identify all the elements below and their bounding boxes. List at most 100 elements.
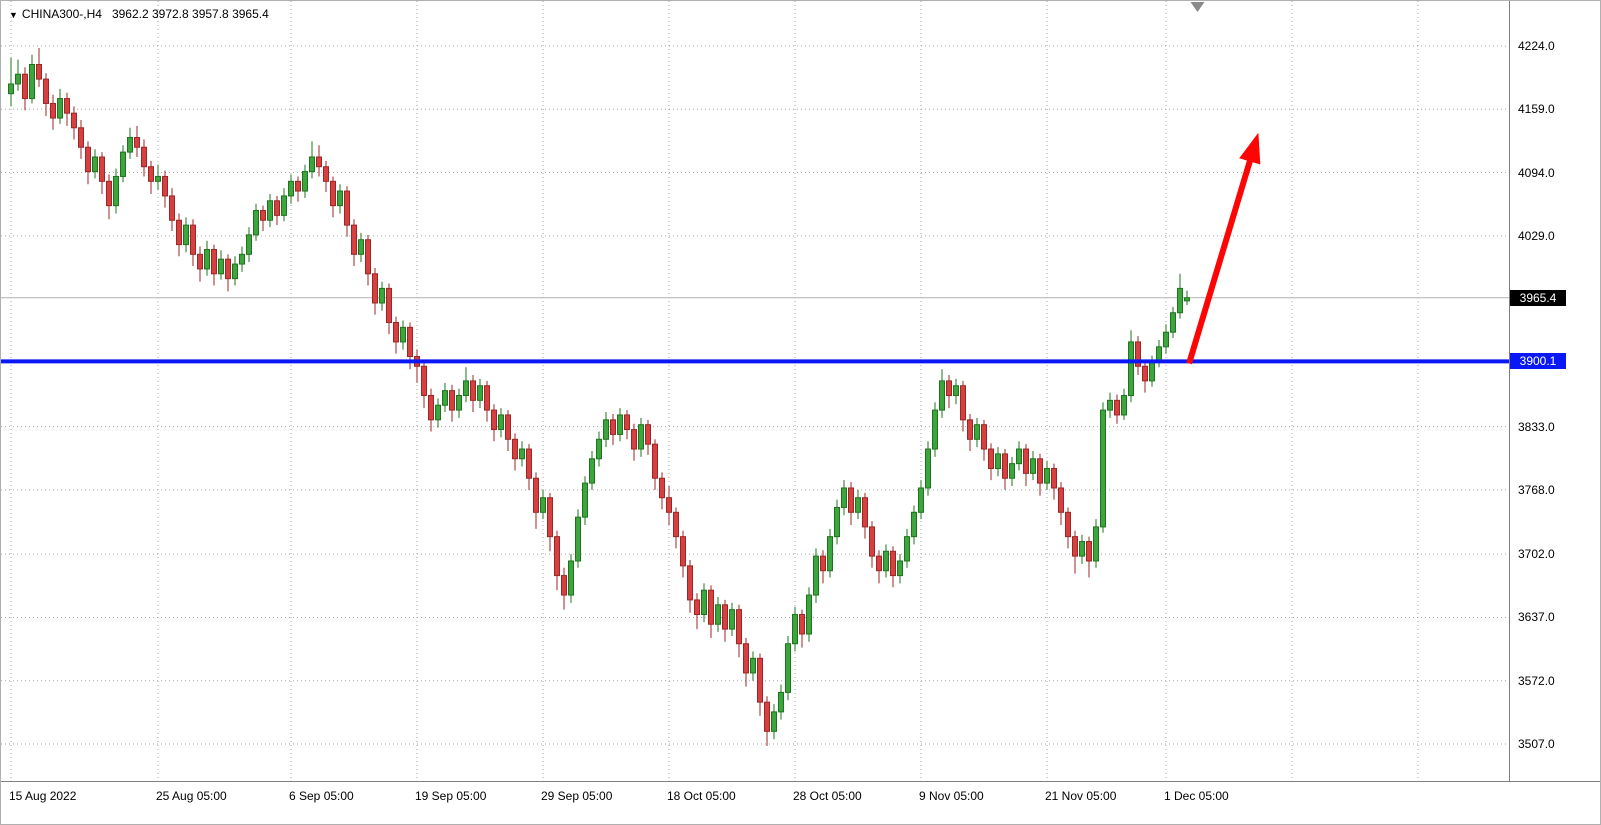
candle: [155, 175, 161, 182]
candle: [624, 414, 630, 431]
candle: [169, 195, 175, 221]
candle: [855, 497, 861, 513]
candle: [197, 253, 203, 270]
candle: [533, 477, 539, 513]
y-axis-label: 4094.0: [1518, 165, 1555, 180]
candle: [1100, 409, 1106, 528]
candle: [29, 63, 35, 100]
candle: [617, 414, 623, 435]
candle: [239, 253, 245, 265]
candle: [995, 453, 1001, 469]
candle: [799, 614, 805, 635]
candle: [246, 234, 252, 255]
candle: [883, 550, 889, 572]
candle: [1170, 312, 1176, 333]
candle: [344, 190, 350, 226]
candle: [659, 477, 665, 499]
candle: [183, 224, 189, 246]
candle: [1093, 526, 1099, 562]
price-axis[interactable]: 3965.4 3900.1 4224.0 4159.0 4094.0 4029.0 38…: [1510, 1, 1600, 781]
candle: [953, 385, 959, 396]
candle: [456, 394, 462, 411]
chart-shift-marker-icon: [1190, 2, 1205, 12]
candle: [267, 200, 273, 221]
candle: [862, 497, 868, 528]
candle: [358, 239, 364, 255]
y-axis-label: 3768.0: [1518, 482, 1555, 497]
axis-separator-horizontal: [1, 781, 1600, 782]
candle: [36, 63, 42, 80]
x-axis-label: 18 Oct 05:00: [667, 789, 736, 803]
candle: [820, 555, 826, 572]
candle: [22, 73, 28, 100]
candle: [211, 248, 217, 275]
hline-price-tag[interactable]: 3900.1: [1510, 353, 1566, 370]
candle: [309, 156, 315, 173]
x-axis-label: 6 Sep 05:00: [289, 789, 354, 803]
candle: [15, 73, 21, 85]
candle: [848, 487, 854, 513]
y-axis-label: 4159.0: [1518, 102, 1555, 117]
candle: [582, 482, 588, 518]
candle: [841, 487, 847, 508]
x-axis-label: 28 Oct 05:00: [793, 789, 862, 803]
x-axis-label: 15 Aug 2022: [9, 789, 77, 803]
candle: [834, 506, 840, 538]
candle: [1149, 360, 1155, 382]
candle: [435, 404, 441, 421]
candle: [715, 604, 721, 625]
candle: [428, 394, 434, 421]
candle: [918, 487, 924, 513]
candle: [351, 224, 357, 255]
candle: [274, 200, 280, 216]
trend-arrow-head[interactable]: [1239, 132, 1261, 165]
time-axis[interactable]: 15 Aug 2022 25 Aug 05:00 6 Sep 05:00 19 Sep…: [1, 782, 1600, 824]
y-axis-label: 3572.0: [1518, 673, 1555, 688]
candle: [638, 424, 644, 450]
candle: [729, 609, 735, 630]
candle: [652, 443, 658, 479]
y-axis-label: 3702.0: [1518, 547, 1555, 562]
candle: [1135, 341, 1141, 367]
candle: [813, 555, 819, 596]
candle: [1072, 536, 1078, 557]
candle: [323, 166, 329, 182]
candle: [596, 438, 602, 460]
candle: [113, 175, 119, 207]
x-axis-label: 9 Nov 05:00: [919, 789, 984, 803]
candle: [337, 190, 343, 207]
chart-canvas[interactable]: [1, 1, 1509, 781]
candle: [960, 385, 966, 421]
candle: [771, 711, 777, 732]
candle: [1086, 541, 1092, 562]
candle: [484, 385, 490, 411]
candle: [8, 83, 14, 95]
chart-plot-area[interactable]: ▼ CHINA300-,H4 3962.2 3972.8 3957.8 3965.4: [1, 1, 1509, 781]
candle: [190, 224, 196, 255]
candle: [708, 589, 714, 625]
candle: [519, 448, 525, 460]
y-axis-label: 3507.0: [1518, 737, 1555, 751]
candle: [225, 258, 231, 280]
candle: [750, 657, 756, 674]
candle: [1058, 487, 1064, 513]
candle: [1023, 448, 1029, 474]
candle: [939, 380, 945, 411]
candle: [372, 273, 378, 304]
candle: [1184, 297, 1190, 302]
candle: [498, 414, 504, 431]
candle: [1177, 287, 1183, 314]
candle: [421, 365, 427, 396]
candle: [911, 511, 917, 538]
candle: [232, 263, 238, 280]
candle: [148, 166, 154, 182]
trend-arrow-shaft[interactable]: [1186, 152, 1255, 365]
candle: [757, 657, 763, 703]
x-axis-label: 29 Sep 05:00: [541, 789, 613, 803]
candle: [477, 385, 483, 401]
candle: [141, 146, 147, 168]
x-axis-label: 21 Nov 05:00: [1045, 789, 1117, 803]
candle: [288, 180, 294, 197]
candle: [610, 419, 616, 435]
